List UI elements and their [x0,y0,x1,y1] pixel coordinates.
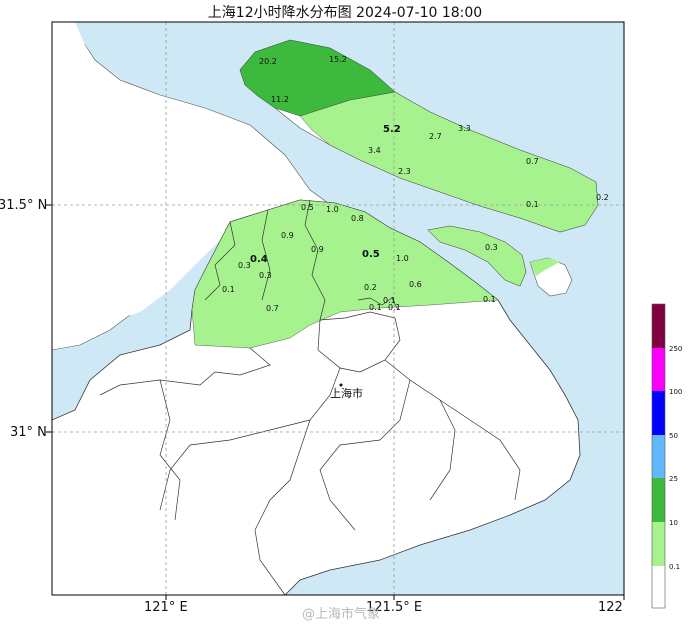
colorbar-segment [652,348,665,391]
district-boundaries [99,199,521,595]
station-value: 0.4 [250,254,268,265]
station-value: 20.2 [259,57,277,66]
station-value: 0.9 [311,245,324,254]
station-value: 0.1 [383,296,396,305]
colorbar-segment [652,522,665,566]
station-value: 1.0 [396,254,409,263]
station-value: 0.5 [301,203,314,212]
station-value: 0.7 [266,304,279,313]
x-tick-label: 121° E [144,600,188,615]
colorbar-segment [652,304,665,348]
station-value: 5.2 [383,124,401,135]
map-frame [51,21,625,596]
colorbar-segment [652,435,665,478]
station-value: 1.0 [326,205,339,214]
colorbar-label: 250 [669,345,682,353]
station-value: 0.2 [596,193,609,202]
rain-moderate-chongming [239,39,396,117]
watermark: @上海市气象 [302,607,381,622]
station-value: 0.1 [222,285,235,294]
station-value: 11.2 [271,95,289,104]
station-value: 0.3 [259,271,272,280]
station-value: 3.3 [458,124,471,133]
station-value: 0.2 [364,283,377,292]
station-value: 0.1 [369,303,382,312]
city-label: 上海市 [330,386,363,400]
station-value: 0.8 [351,214,364,223]
station-value: 0.3 [238,261,251,270]
station-values: 20.2 15.2 11.2 5.2 3.3 2.7 3.4 2.3 0.7 0… [222,55,609,313]
north-shore [52,22,312,340]
map-title: 上海12小时降水分布图 2024-07-10 18:00 [207,5,483,21]
station-value: 0.5 [362,249,380,260]
colorbar-segment [652,391,665,435]
colorbar-label: 0.1 [669,563,680,571]
station-value: 0.7 [526,157,539,166]
x-tick-label: 121.5° E [366,600,422,615]
colorbar-label: 25 [669,475,678,483]
gridlines [52,22,624,595]
rain-light-hengsha [530,258,560,276]
station-value: 0.1 [483,295,496,304]
rain-light-chongming [299,91,599,233]
x-tick-label: 122 [598,600,623,615]
colorbar-label: 10 [669,519,678,527]
station-value: 0.3 [485,243,498,252]
colorbar-label: 100 [669,388,682,396]
y-tick-label: 31.5° N [0,198,47,213]
y-tick-label: 31° N [10,425,47,440]
station-value: 0.6 [409,280,422,289]
station-value: 0.1 [388,303,401,312]
rain-light-baoshan [191,199,499,349]
station-value: 15.2 [329,55,347,64]
station-value: 3.4 [368,146,381,155]
rain-light-changxing [427,225,527,287]
colorbar-segment [652,566,665,608]
city-marker [339,383,343,387]
colorbar-frame [651,303,666,609]
station-value: 2.7 [429,132,442,141]
station-value: 2.3 [398,167,411,176]
colorbar: 0.1 10 25 50 100 250 [651,303,682,609]
station-value: 0.9 [281,231,294,240]
station-value: 0.1 [526,200,539,209]
colorbar-label: 50 [669,432,678,440]
colorbar-segment [652,478,665,522]
